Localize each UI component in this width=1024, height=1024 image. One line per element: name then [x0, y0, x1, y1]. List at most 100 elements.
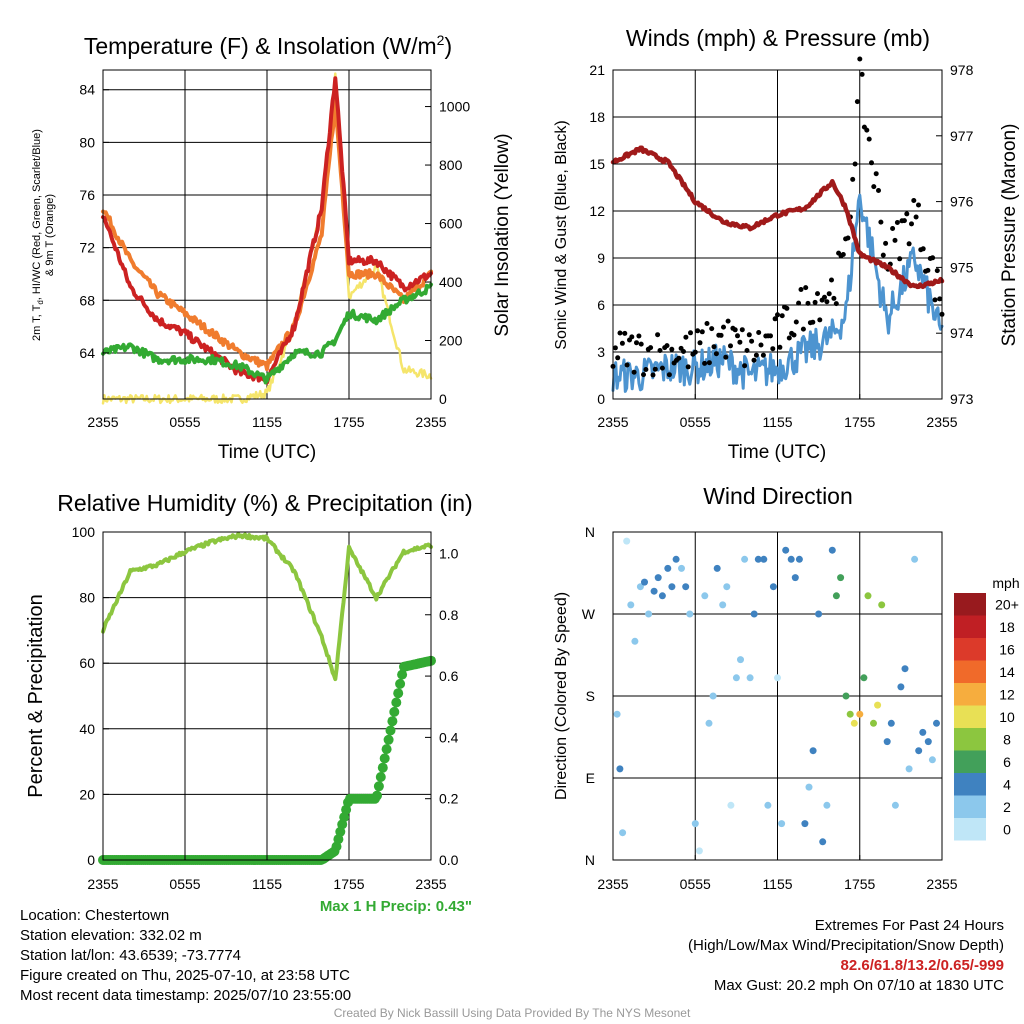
gust-point [873, 171, 879, 177]
gust-point [619, 340, 625, 346]
wind-direction-point [805, 783, 813, 791]
gust-point [768, 333, 773, 339]
wind-direction-point [823, 801, 831, 809]
wind-direction-point [870, 719, 877, 727]
gust-point [854, 99, 860, 105]
gust-point [688, 330, 693, 336]
wind-direction-x-tick-label: 1155 [762, 876, 792, 892]
wind-direction-point [616, 765, 624, 773]
wind-direction-point [737, 656, 744, 664]
wind-direction-point [860, 674, 868, 682]
wind-direction-point [636, 583, 644, 591]
speed-legend: 20+ 18 16 14 12 10 8 6 4 2 0 [954, 593, 1019, 841]
station-elevation: Station elevation: 332.02 m [20, 927, 202, 944]
wind-direction-point [933, 719, 940, 727]
speed-legend-label: 8 [1003, 731, 1011, 747]
gust-point [894, 220, 900, 225]
wind-direction-point [691, 820, 699, 828]
wind-direction-point [924, 738, 932, 746]
wind-direction-panel: Wind Direction Direction (Colored By Spe… [553, 483, 1020, 892]
pressure-y-tick-label: 978 [950, 62, 974, 78]
wind-direction-point [878, 601, 886, 609]
humidity-x-tick-label: 0555 [169, 876, 200, 892]
gust-point [878, 219, 884, 225]
gust-point [657, 348, 663, 353]
gust-point [831, 295, 837, 301]
wind-direction-point [668, 583, 676, 591]
precip-y-tick-label: 0.4 [439, 729, 459, 745]
gust-point [901, 218, 907, 224]
speed-legend-title: mph [992, 575, 1019, 591]
humidity-y-tick-label: 100 [72, 524, 96, 540]
wind-direction-y-tick-label: W [582, 606, 596, 622]
max-precip-label: Max 1 H Precip: 0.43" [320, 898, 472, 915]
gust-point [777, 344, 783, 350]
gust-point [932, 297, 938, 303]
wind-direction-point [658, 592, 666, 600]
gust-point [937, 296, 943, 302]
gust-point [772, 316, 778, 322]
gust-point [659, 365, 665, 371]
speed-legend-label: 12 [999, 686, 1015, 702]
wind-direction-point [701, 592, 709, 600]
wind-direction-point [856, 710, 864, 718]
gust-point [760, 352, 766, 358]
wind-direction-point [801, 820, 809, 828]
gust-point [779, 313, 785, 319]
humidity-y-tick-label: 40 [79, 721, 95, 737]
winds-x-tick-label: 1755 [844, 414, 875, 430]
gust-point [636, 333, 642, 339]
solar-y-tick-label: 1000 [439, 99, 470, 115]
gust-point [666, 372, 672, 378]
wind-direction-point [623, 537, 631, 545]
gust-point [751, 357, 757, 363]
gust-point [909, 221, 914, 227]
gust-point [857, 56, 863, 62]
temperature-x-axis-label: Time (UTC) [218, 442, 317, 463]
gust-point [615, 355, 621, 361]
precipitation-point [375, 772, 386, 782]
gust-point [852, 161, 858, 167]
wind-direction-point [613, 710, 621, 718]
winds-y-tick-label: 9 [597, 250, 605, 266]
wind-direction-point [883, 738, 891, 746]
precipitation-point [373, 781, 384, 792]
station-info: Location: Chestertown Station elevation:… [20, 906, 351, 1006]
gust-point [796, 300, 802, 306]
gust-point [723, 354, 729, 360]
gust-point [815, 291, 820, 297]
gust-point [840, 252, 846, 257]
gust-point [744, 348, 750, 353]
humidity-x-tick-label: 1155 [252, 876, 282, 892]
gust-point [904, 211, 910, 217]
gust-point [930, 255, 936, 261]
gust-point [704, 321, 710, 326]
wind-direction-point [627, 601, 635, 609]
speed-legend-swatch [954, 615, 986, 638]
wind-direction-point [864, 592, 872, 600]
temperature-y-tick-label: 68 [79, 292, 95, 308]
sonic-wind-line [611, 193, 944, 393]
gust-point [664, 343, 670, 349]
gust-point [702, 360, 708, 366]
gust-point [791, 332, 797, 338]
speed-legend-swatch [954, 683, 986, 706]
solar-y-tick-label: 800 [439, 157, 463, 173]
pressure-y-tick-label: 973 [950, 391, 974, 407]
wind-direction-point [654, 574, 662, 582]
winds-y-tick-label: 6 [597, 297, 605, 313]
humidity-y-tick-label: 20 [79, 786, 95, 802]
solar-y-tick-label: 200 [439, 333, 463, 349]
wind-direction-point [741, 555, 749, 563]
gust-point [906, 241, 912, 247]
gust-point [737, 339, 743, 345]
humidity-y-tick-label: 60 [79, 655, 95, 671]
gust-point [652, 366, 658, 372]
solar-y-tick-label: 600 [439, 216, 463, 232]
wind-direction-point [705, 719, 713, 727]
figure-created: Figure created on Thu, 2025-07-10, at 23… [20, 967, 350, 984]
wind-direction-chart-title: Wind Direction [703, 483, 853, 509]
gust-point [833, 301, 839, 307]
gust-point [749, 338, 755, 344]
precip-y-tick-label: 0.0 [439, 852, 459, 868]
